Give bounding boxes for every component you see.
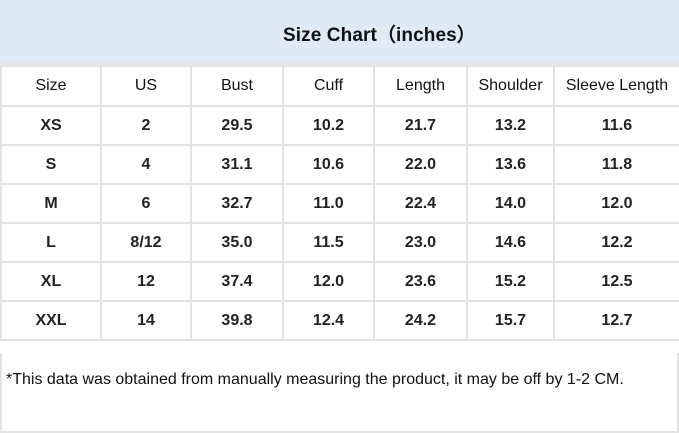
title-band: Size Chart（inches）: [0, 0, 679, 65]
chart-title: Size Chart（inches）: [283, 25, 476, 46]
column-header: Shoulder: [466, 65, 555, 107]
table-row: S 4 31.1 10.6 22.0 13.6 11.8: [0, 144, 679, 185]
column-header: Length: [373, 65, 468, 107]
note-box: *This data was obtained from manually me…: [0, 353, 679, 433]
measurement-cell: 13.2: [466, 105, 555, 146]
measurement-cell: 22.0: [373, 144, 468, 185]
measurement-cell: 14: [100, 300, 192, 341]
measurement-cell: 11.6: [553, 105, 679, 146]
column-header: Bust: [190, 65, 284, 107]
measurement-cell: 22.4: [373, 183, 468, 224]
measurement-cell: 35.0: [190, 222, 284, 263]
measurement-cell: 13.6: [466, 144, 555, 185]
table-row: XXL 14 39.8 12.4 24.2 15.7 12.7: [0, 300, 679, 341]
measurement-cell: 23.6: [373, 261, 468, 302]
measurement-cell: 10.2: [282, 105, 375, 146]
measurement-cell: 11.0: [282, 183, 375, 224]
measurement-cell: 14.6: [466, 222, 555, 263]
measurement-note: *This data was obtained from manually me…: [6, 371, 624, 388]
size-cell: XL: [0, 261, 102, 302]
measurement-cell: 12.7: [553, 300, 679, 341]
measurement-cell: 12.5: [553, 261, 679, 302]
measurement-cell: 12.2: [553, 222, 679, 263]
measurement-cell: 6: [100, 183, 192, 224]
column-header: Cuff: [282, 65, 375, 107]
measurement-cell: 8/12: [100, 222, 192, 263]
measurement-cell: 37.4: [190, 261, 284, 302]
measurement-cell: 31.1: [190, 144, 284, 185]
table-row: L 8/12 35.0 11.5 23.0 14.6 12.2: [0, 222, 679, 263]
measurement-cell: 39.8: [190, 300, 284, 341]
header-row: Size US Bust Cuff Length Shoulder Sleeve Lengt…: [0, 65, 679, 107]
measurement-cell: 12: [100, 261, 192, 302]
measurement-cell: 29.5: [190, 105, 284, 146]
column-header: US: [100, 65, 192, 107]
table-row: M 6 32.7 11.0 22.4 14.0 12.0: [0, 183, 679, 224]
size-cell: M: [0, 183, 102, 224]
measurement-cell: 32.7: [190, 183, 284, 224]
size-cell: XXL: [0, 300, 102, 341]
measurement-cell: 2: [100, 105, 192, 146]
measurement-cell: 12.4: [282, 300, 375, 341]
measurement-cell: 10.6: [282, 144, 375, 185]
column-header: Sleeve Length: [553, 65, 679, 107]
size-cell: L: [0, 222, 102, 263]
measurement-cell: 24.2: [373, 300, 468, 341]
size-cell: S: [0, 144, 102, 185]
measurement-cell: 14.0: [466, 183, 555, 224]
measurement-cell: 11.8: [553, 144, 679, 185]
size-cell: XS: [0, 105, 102, 146]
measurement-cell: 12.0: [282, 261, 375, 302]
measurement-cell: 15.7: [466, 300, 555, 341]
measurement-cell: 15.2: [466, 261, 555, 302]
measurement-cell: 11.5: [282, 222, 375, 263]
column-header: Size: [0, 65, 102, 107]
size-table: Size US Bust Cuff Length Shoulder Sleeve Lengt…: [0, 65, 679, 341]
measurement-cell: 12.0: [553, 183, 679, 224]
measurement-cell: 4: [100, 144, 192, 185]
measurement-cell: 23.0: [373, 222, 468, 263]
table-row: XS 2 29.5 10.2 21.7 13.2 11.6: [0, 105, 679, 146]
table-row: XL 12 37.4 12.0 23.6 15.2 12.5: [0, 261, 679, 302]
measurement-cell: 21.7: [373, 105, 468, 146]
